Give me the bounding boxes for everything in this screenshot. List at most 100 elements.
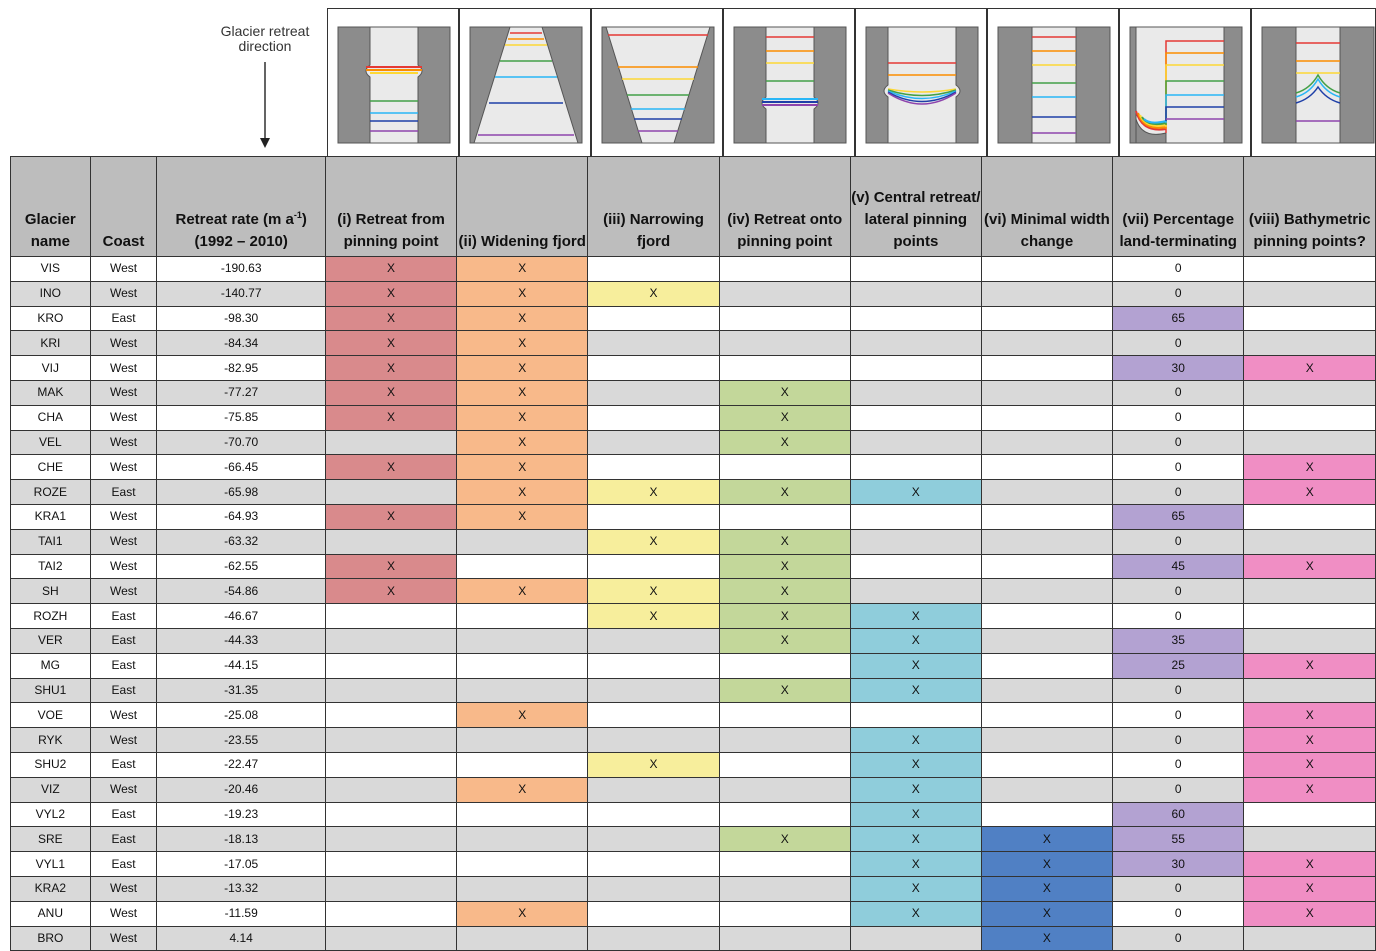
cell-bathymetric: X [1243, 727, 1376, 753]
cell-percentage-land: 0 [1111, 727, 1245, 753]
cell-ii [456, 851, 589, 877]
cell-v: X [849, 776, 982, 803]
cell-percentage-land: 0 [1111, 776, 1245, 803]
cell-glacier-name: KRA1 [10, 503, 91, 530]
cell-vi [980, 652, 1113, 679]
cell-retreat-rate: -46.67 [156, 603, 326, 629]
cell-i: X [324, 379, 458, 406]
cell-percentage-land: 0 [1111, 900, 1245, 927]
cell-glacier-name: VIS [10, 256, 91, 282]
cell-iii: X [587, 578, 720, 605]
cell-glacier-name: TAI1 [10, 528, 91, 555]
cell-retreat-rate: -22.47 [156, 751, 326, 778]
cell-bathymetric [1243, 578, 1376, 605]
cell-coast: West [89, 875, 158, 902]
cell-percentage-land: 35 [1111, 627, 1245, 654]
cell-iii [587, 429, 720, 456]
cell-i: X [324, 256, 458, 282]
cell-percentage-land: 0 [1111, 330, 1245, 357]
cell-percentage-land: 0 [1111, 677, 1245, 704]
cell-vi [980, 355, 1113, 381]
cell-v [849, 256, 982, 282]
cell-glacier-name: INO [10, 280, 91, 307]
cell-iv: X [718, 826, 851, 853]
cell-retreat-rate: -44.15 [156, 652, 326, 679]
cell-iv: X [718, 429, 851, 456]
cell-coast: East [89, 479, 158, 505]
cell-retreat-rate: -19.23 [156, 801, 326, 828]
table-row: SRE East -18.13 X X X 55 [10, 826, 1376, 853]
cell-retreat-rate: -13.32 [156, 875, 326, 902]
schematic-diagrams: Glacier retreat direction [0, 0, 1376, 156]
cell-vi [980, 280, 1113, 307]
cell-i [324, 751, 458, 778]
cell-vi [980, 330, 1113, 357]
cell-glacier-name: SHU2 [10, 751, 91, 778]
cell-glacier-name: KRO [10, 305, 91, 332]
cell-iv: X [718, 627, 851, 654]
cell-iii [587, 925, 720, 951]
cell-ii: X [456, 305, 589, 332]
cell-percentage-land: 25 [1111, 652, 1245, 679]
cell-coast: East [89, 305, 158, 332]
cell-v [849, 454, 982, 481]
cell-iii [587, 677, 720, 704]
cell-i: X [324, 280, 458, 307]
cell-bathymetric: X [1243, 355, 1376, 381]
cell-bathymetric [1243, 925, 1376, 951]
cell-ii [456, 627, 589, 654]
cell-i: X [324, 454, 458, 481]
cell-vi [980, 429, 1113, 456]
cell-retreat-rate: -54.86 [156, 578, 326, 605]
cell-iv: X [718, 603, 851, 629]
cell-bathymetric: X [1243, 875, 1376, 902]
diagram-retreat-from-pinning-point [327, 8, 459, 156]
cell-retreat-rate: -23.55 [156, 727, 326, 753]
cell-coast: West [89, 578, 158, 605]
col-retreat-onto-pinning-point: (iv) Retreat onto pinning point [718, 156, 851, 257]
cell-i: X [324, 553, 458, 580]
cell-v [849, 553, 982, 580]
cell-retreat-rate: -75.85 [156, 404, 326, 431]
col-central-retreat: (v) Central retreat/ lateral pinning poi… [849, 156, 982, 257]
cell-ii: X [456, 900, 589, 927]
cell-ii [456, 751, 589, 778]
cell-coast: West [89, 925, 158, 951]
col-minimal-width-change: (vi) Minimal width change [980, 156, 1113, 257]
table-row: CHA West -75.85 X X X 0 [10, 404, 1376, 431]
cell-glacier-name: VYL2 [10, 801, 91, 828]
cell-glacier-name: MG [10, 652, 91, 679]
cell-bathymetric [1243, 330, 1376, 357]
cell-i [324, 652, 458, 679]
cell-vi [980, 454, 1113, 481]
table-row: MG East -44.15 X 25 X [10, 652, 1376, 679]
cell-ii: X [456, 379, 589, 406]
cell-i [324, 875, 458, 902]
cell-iv [718, 875, 851, 902]
cell-i: X [324, 404, 458, 431]
table-row: VEL West -70.70 X X 0 [10, 429, 1376, 456]
cell-iii: X [587, 603, 720, 629]
cell-v: X [849, 875, 982, 902]
cell-coast: West [89, 528, 158, 555]
cell-ii [456, 727, 589, 753]
cell-percentage-land: 0 [1111, 578, 1245, 605]
table-row: BRO West 4.14 X 0 [10, 925, 1376, 951]
col-coast: Coast [89, 156, 158, 257]
diagram-bathymetric-pinning-points [1251, 8, 1376, 156]
cell-iv: X [718, 528, 851, 555]
cell-i [324, 776, 458, 803]
cell-vi [980, 702, 1113, 729]
table-row: SHU1 East -31.35 X X 0 [10, 677, 1376, 704]
cell-percentage-land: 0 [1111, 256, 1245, 282]
cell-bathymetric: X [1243, 751, 1376, 778]
cell-glacier-name: SHU1 [10, 677, 91, 704]
cell-i: X [324, 578, 458, 605]
cell-v [849, 528, 982, 555]
cell-iii [587, 900, 720, 927]
cell-v [849, 404, 982, 431]
cell-iii [587, 330, 720, 357]
table-row: SH West -54.86 X X X X 0 [10, 578, 1376, 605]
cell-i [324, 677, 458, 704]
cell-v: X [849, 627, 982, 654]
